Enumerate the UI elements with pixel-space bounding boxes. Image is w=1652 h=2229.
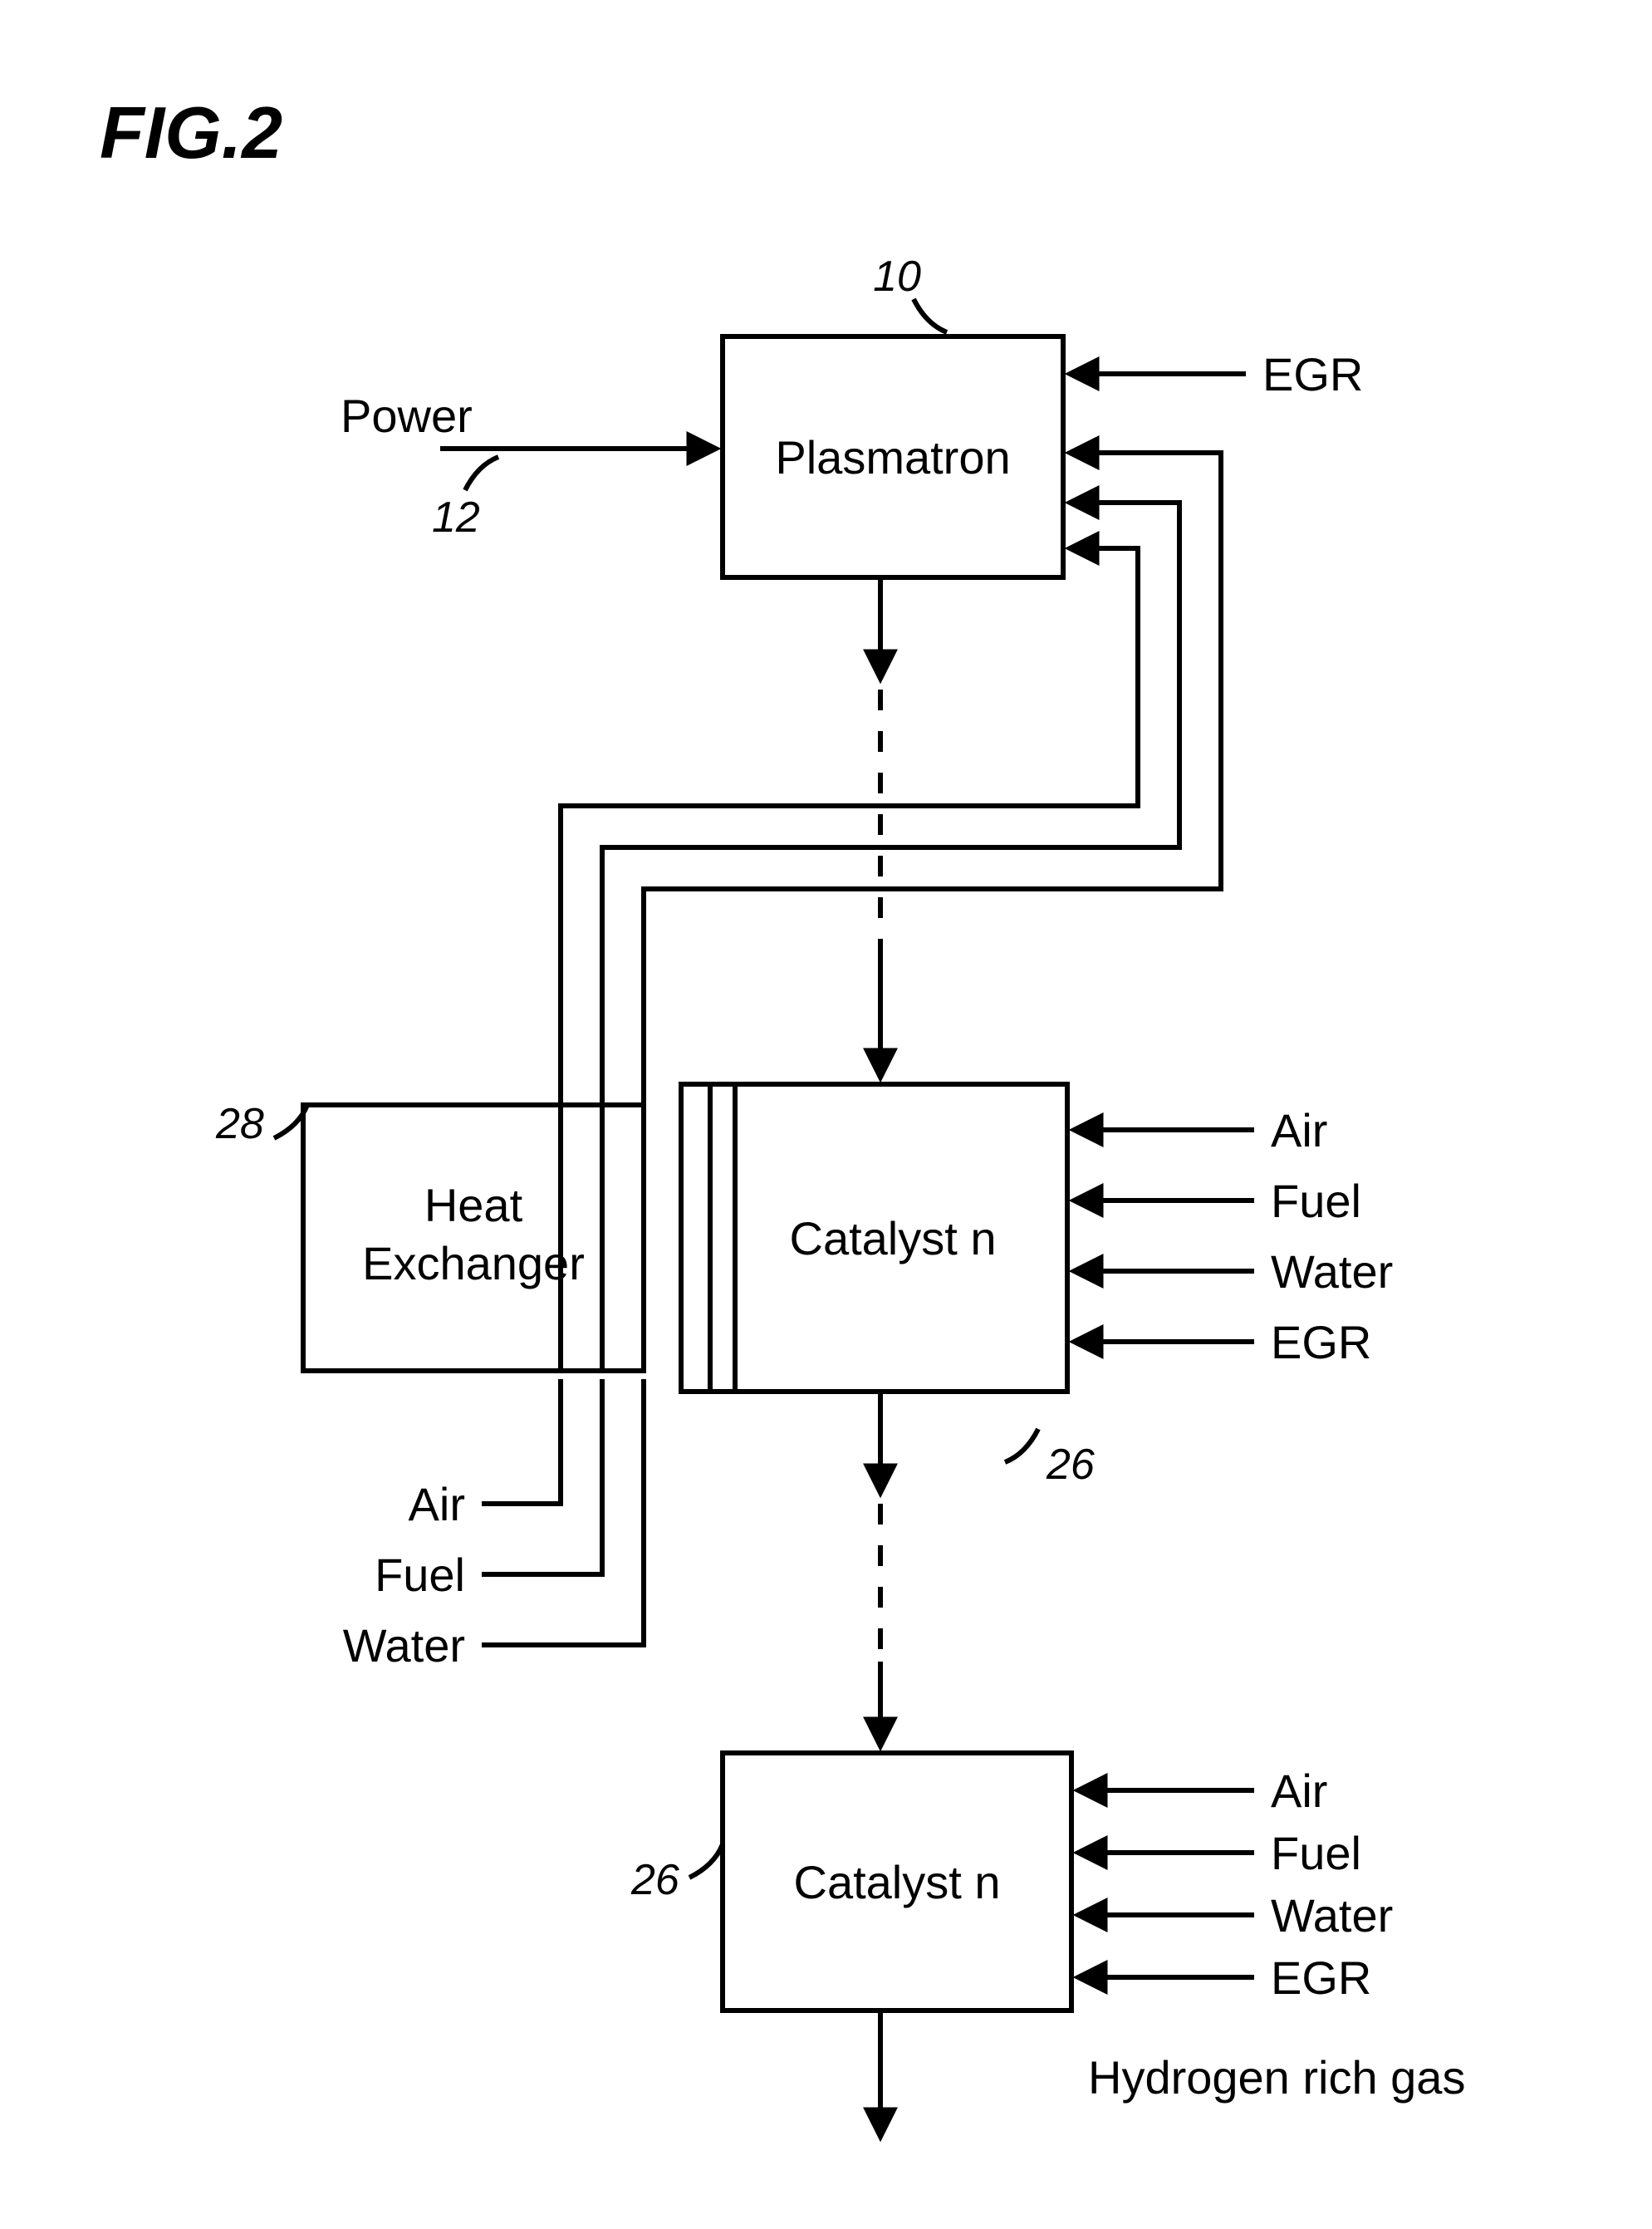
hx-air-label: Air	[409, 1478, 465, 1530]
figure-title: FIG.2	[100, 91, 282, 174]
cat2-egr-label: EGR	[1271, 1952, 1371, 2004]
cat1-egr-label: EGR	[1271, 1316, 1371, 1368]
ref-26a: 26	[1046, 1441, 1095, 1489]
hx-label1: Heat	[424, 1179, 523, 1231]
ref-tick-26b	[689, 1844, 723, 1878]
ref-10: 10	[873, 253, 921, 301]
power-label: Power	[341, 390, 473, 442]
cat2-fuel-label: Fuel	[1271, 1827, 1361, 1879]
ref-tick-26a	[1005, 1429, 1038, 1462]
catalyst1-label: Catalyst n	[790, 1212, 997, 1264]
cat2-air-label: Air	[1271, 1765, 1327, 1817]
ref-26b: 26	[630, 1856, 679, 1904]
plasmatron-label: Plasmatron	[775, 431, 1010, 484]
egr-top-label: EGR	[1262, 348, 1363, 400]
cat1-fuel-label: Fuel	[1271, 1175, 1361, 1227]
ref-tick-12	[465, 457, 498, 490]
ref-28: 28	[215, 1100, 264, 1148]
hx-air-line	[482, 1379, 561, 1504]
catalyst2-label: Catalyst n	[794, 1856, 1001, 1908]
hx-fuel-line	[482, 1379, 602, 1574]
cat1-air-label: Air	[1271, 1104, 1327, 1156]
ref-tick-10	[914, 299, 947, 332]
cat2-water-label: Water	[1271, 1889, 1393, 1942]
hx-label2: Exchanger	[362, 1237, 585, 1289]
hx-water-label: Water	[343, 1619, 465, 1672]
ref-12: 12	[432, 493, 480, 542]
hx-fuel-label: Fuel	[375, 1549, 465, 1601]
output-label: Hydrogen rich gas	[1088, 2051, 1465, 2104]
cat1-water-label: Water	[1271, 1245, 1393, 1298]
